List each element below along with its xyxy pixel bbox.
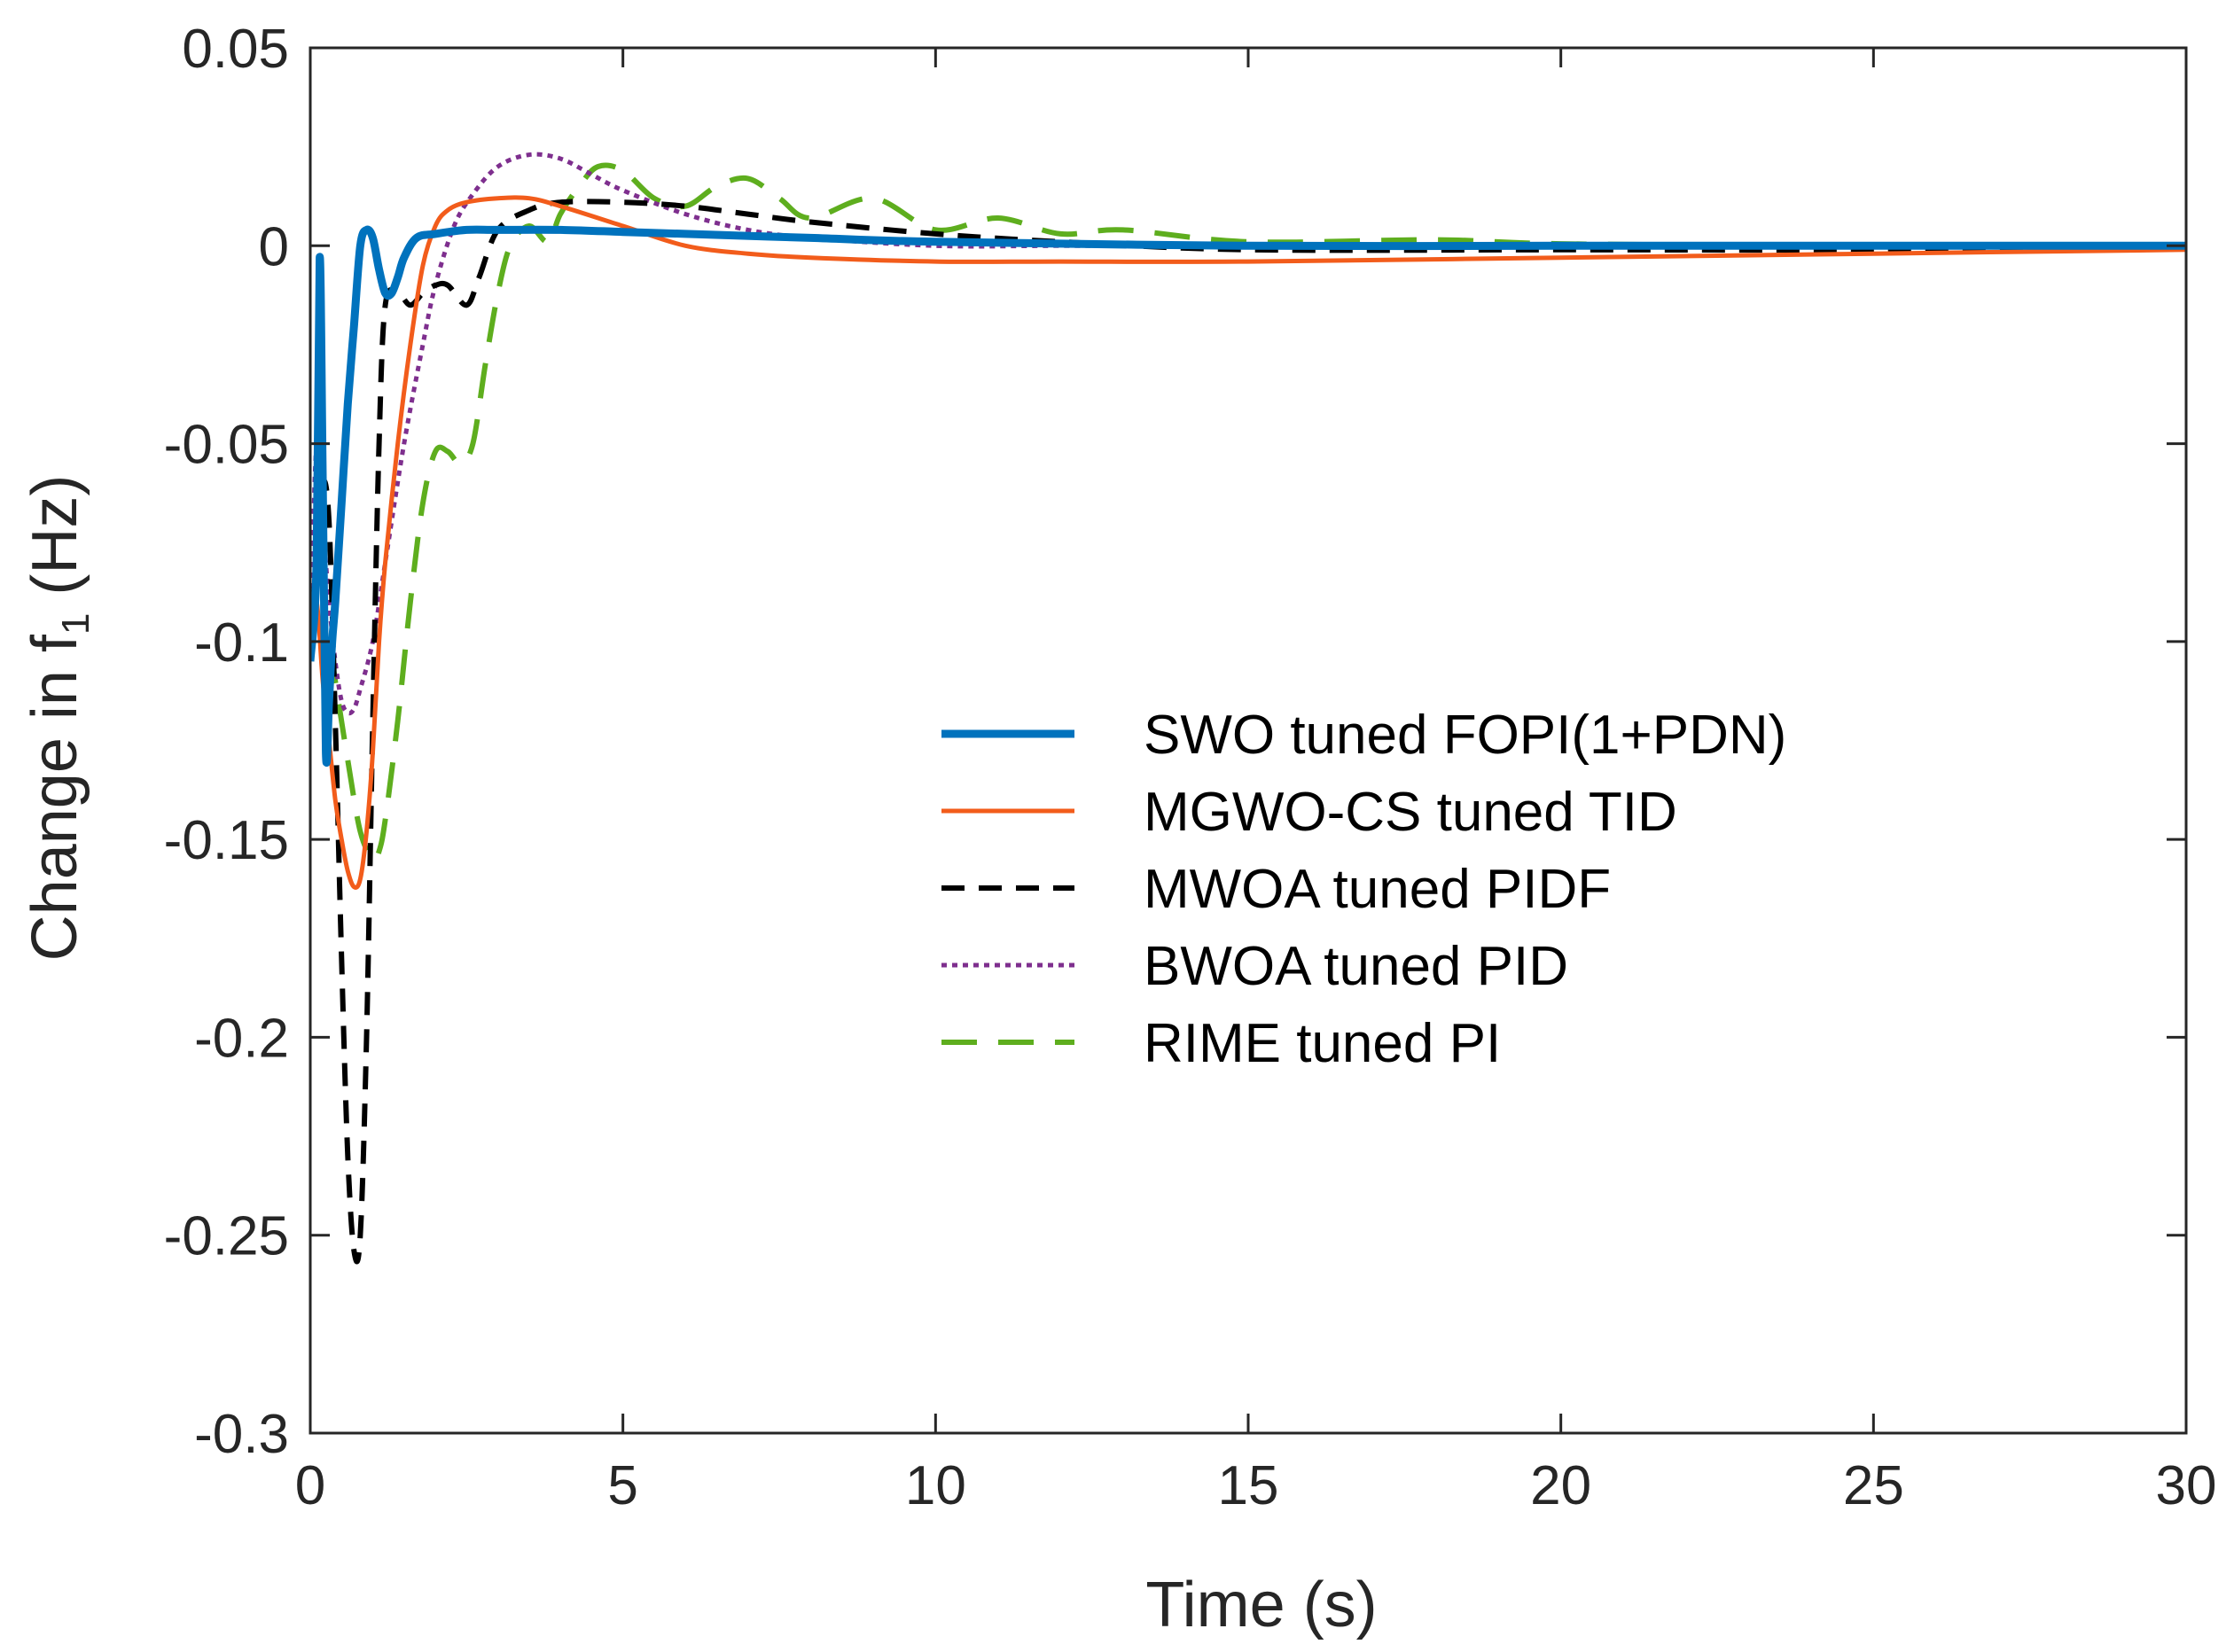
- y-axis-title-unit: (Hz): [20, 475, 90, 613]
- axis-tick-labels: 0 5 10 15 20 25 30 0.05 0 -0.05 -0.1 -0.15 -0.2 -0.25…: [164, 19, 2217, 1516]
- y-tick-label: -0.1: [194, 612, 289, 674]
- y-axis-title: Change in f1 (Hz): [20, 475, 98, 962]
- series-line-1: [310, 225, 2186, 767]
- y-tick-label: -0.25: [164, 1206, 289, 1267]
- x-tick-label: 0: [295, 1455, 325, 1516]
- legend-label-1: SWO tuned FOPI(1+PDN): [1144, 705, 1786, 766]
- legend: SWO tuned FOPI(1+PDN) MGWO-CS tuned TID MW…: [941, 705, 1786, 1074]
- y-tick-label: 0.05: [182, 19, 289, 80]
- series-line-5: [310, 162, 2186, 863]
- x-tick-label: 20: [1530, 1455, 1591, 1516]
- legend-label-5: RIME tuned PI: [1144, 1013, 1501, 1074]
- series-line-2: [310, 195, 2186, 890]
- legend-label-3: MWOA tuned PIDF: [1144, 859, 1611, 920]
- y-tick-label: -0.05: [164, 415, 289, 476]
- x-tick-label: 30: [2156, 1455, 2217, 1516]
- x-axis-title: Time (s): [1145, 1570, 1377, 1640]
- y-tick-label: -0.2: [194, 1008, 289, 1069]
- y-axis-title-subscript: 1: [54, 613, 98, 635]
- legend-label-2: MGWO-CS tuned TID: [1144, 782, 1677, 843]
- plot-area: [310, 152, 2186, 1265]
- x-tick-label: 15: [1218, 1455, 1279, 1516]
- x-tick-label: 25: [1843, 1455, 1904, 1516]
- y-axis-title-main: Change in f: [20, 634, 90, 961]
- legend-label-4: BWOA tuned PID: [1144, 936, 1568, 997]
- y-tick-label: -0.15: [164, 810, 289, 871]
- x-tick-label: 5: [607, 1455, 637, 1516]
- axis-ticks: [309, 46, 2188, 1435]
- x-tick-label: 10: [905, 1455, 966, 1516]
- y-tick-label: -0.3: [194, 1404, 289, 1465]
- y-tick-label: 0: [259, 216, 289, 277]
